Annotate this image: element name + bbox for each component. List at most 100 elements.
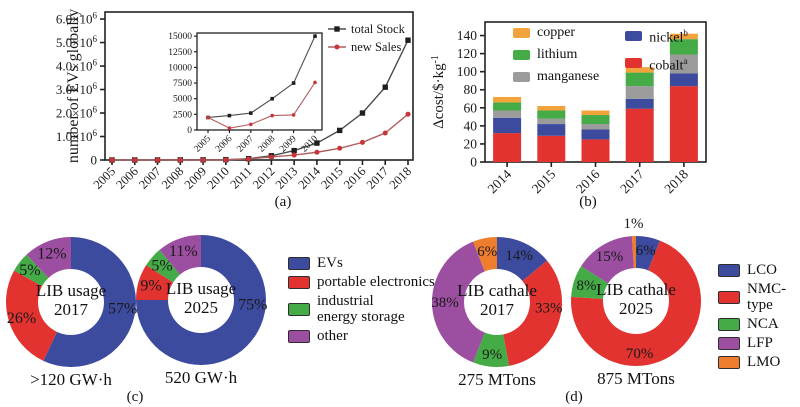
chart-text: 5000 — [173, 95, 192, 105]
bar-2015-cobalt — [537, 135, 566, 162]
chart-text: 0 — [187, 126, 192, 136]
slice-pct-label: 9% — [140, 277, 161, 294]
panel-d: 14% 33% 9% 38% 6% 6% 70% 8% 15% 1% — [431, 216, 701, 367]
slice-LCO — [497, 237, 548, 281]
marker-circle — [155, 157, 161, 163]
chart-text: 2018 — [387, 164, 415, 192]
slice-pct-label: 26% — [7, 310, 36, 327]
marker-circle — [337, 145, 343, 151]
marker-circle — [314, 149, 320, 155]
chart-text: 2006 — [113, 164, 141, 192]
slice-pct-label: 5% — [19, 262, 40, 279]
chart-text: 2008 — [257, 134, 278, 155]
bar-2015-nickel — [537, 124, 566, 136]
inset-marker-square — [270, 96, 274, 101]
panel-a-ylabel: number of EVs globally — [65, 9, 82, 163]
slice-LFP — [432, 241, 485, 363]
slice-pct-label: 5% — [151, 258, 172, 275]
marker-circle — [291, 152, 297, 158]
chart-text: 2015 — [318, 164, 346, 192]
inset-marker-circle — [313, 80, 317, 85]
chart-text: 0 — [91, 153, 98, 168]
chart-text: 2014 — [485, 166, 515, 196]
bar-2014-copper — [493, 96, 522, 103]
chart-text: 2500 — [173, 110, 192, 120]
panel-a-inset-axes — [196, 32, 323, 131]
slice-industrial-energy-storage — [146, 249, 180, 283]
panel-b-ylabel: Δcost/$·kg-1 — [430, 55, 447, 129]
slice-pct-label: 12% — [37, 246, 66, 263]
bar-2018-nickel — [669, 73, 698, 87]
chart-text: 2015 — [529, 166, 559, 196]
chart-text: 1.0×106 — [56, 128, 98, 144]
slice-pct-label: 33% — [535, 300, 563, 316]
marker-circle — [223, 157, 229, 163]
chart-text: 4.0×106 — [56, 58, 98, 74]
chart-text: 2017 — [617, 166, 647, 196]
marker-circle — [359, 139, 365, 145]
slice-portable-electronics — [6, 270, 57, 361]
chart-text: 7500 — [173, 79, 192, 89]
slice-other — [26, 237, 71, 278]
slice-pct-label: 6% — [477, 244, 497, 260]
bar-2018-copper — [669, 33, 698, 40]
bar-2014-cobalt — [493, 133, 522, 162]
legend-marker-square — [334, 26, 340, 32]
bar-2018-manganese — [669, 54, 698, 74]
chart-text: 20 — [464, 136, 478, 151]
marker-circle — [405, 111, 411, 117]
slice-pct-label: 75% — [238, 297, 267, 314]
chart-text: 2007 — [136, 164, 164, 192]
slice-other — [159, 235, 201, 275]
inset-marker-square — [291, 81, 296, 85]
marker-circle — [109, 157, 115, 163]
bar-2016-lithium — [581, 115, 610, 125]
marker-circle — [382, 130, 388, 136]
slice-NCA — [571, 266, 609, 299]
slice-pct-label: 6% — [636, 243, 656, 259]
bar-2015-copper — [537, 106, 566, 111]
chart-text: 2012 — [250, 164, 278, 192]
marker-circle — [177, 157, 183, 163]
slice-pct-label: 15% — [596, 249, 624, 265]
bar-2018-cobalt — [669, 86, 698, 162]
marker-square — [336, 127, 343, 134]
marker-square — [359, 110, 366, 116]
inset-series-line — [207, 82, 316, 129]
chart-text: 5.0×106 — [56, 34, 98, 50]
slice-pct-label: 1% — [624, 216, 644, 232]
chart-text: 2008 — [159, 164, 187, 192]
bar-2017-cobalt — [625, 108, 654, 162]
inset-marker-circle — [227, 126, 232, 130]
chart-text: 6.0×106 — [56, 11, 98, 27]
chart-text: 2016 — [573, 166, 603, 196]
inset-marker-square — [249, 111, 253, 115]
inset-marker-circle — [270, 113, 275, 118]
chart-text: 2017 — [364, 164, 392, 192]
slice-pct-label: 9% — [482, 347, 502, 363]
chart-text: 2006 — [214, 134, 235, 155]
inset-series-line — [207, 35, 316, 119]
bar-2014-manganese — [493, 110, 522, 118]
inset-marker-circle — [206, 115, 210, 120]
bar-2017-nickel — [625, 98, 654, 109]
chart-text: 2.0×106 — [56, 105, 98, 121]
bar-2016-nickel — [581, 129, 610, 140]
panel-a: 0 1.0×106 2.0×106 3.0×106 4.0×106 5.0×106 6.0×… — [56, 9, 414, 192]
slice-industrial-energy-storage — [14, 254, 49, 287]
inset-marker-circle — [249, 122, 253, 127]
legend-label-new-Sales: new Sales — [351, 40, 401, 54]
bar-2014-nickel — [493, 117, 522, 134]
chart-text: 12500 — [168, 48, 192, 58]
slice-LCO — [636, 236, 660, 271]
slice-NMC-type — [503, 260, 562, 366]
slice-EVs — [43, 237, 137, 368]
chart-text: 0 — [470, 155, 477, 170]
panel-c: 57%26%5%12%75%9%5%11% — [6, 235, 267, 368]
series-line-new-Sales — [111, 113, 409, 161]
chart-text: 80 — [464, 82, 478, 97]
slice-LMO — [473, 237, 497, 272]
bar-2016-manganese — [581, 124, 610, 130]
